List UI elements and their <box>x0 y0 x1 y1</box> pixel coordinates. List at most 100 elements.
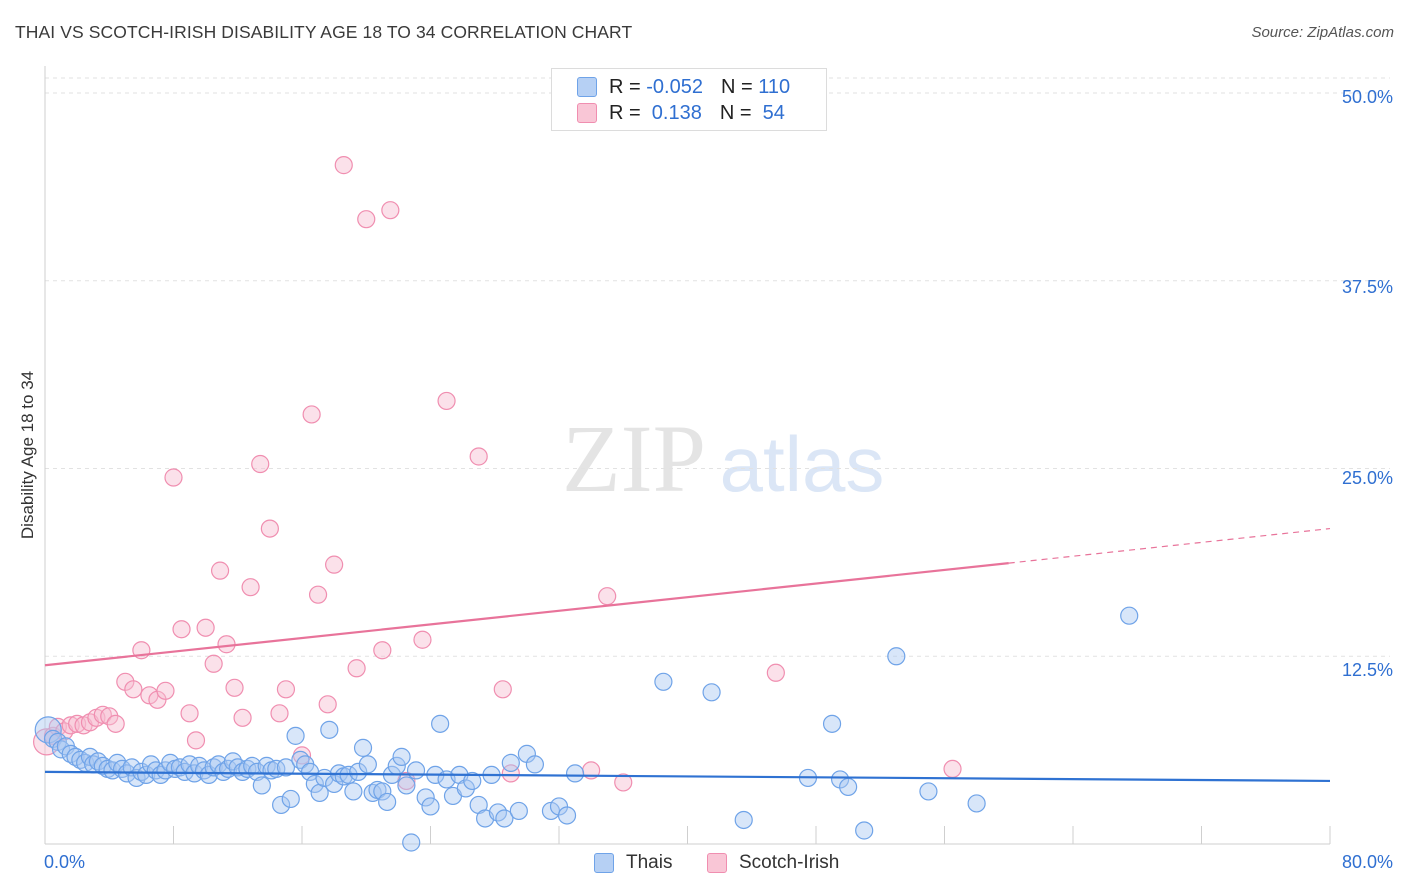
bottom-legend-scotch-irish: Scotch-Irish <box>707 852 839 874</box>
scotch-irish-point <box>100 707 119 726</box>
legend-swatch-pink <box>577 103 597 123</box>
scotch-irish-point <box>260 519 279 538</box>
scotch-irish-point <box>347 659 366 678</box>
thais-point <box>34 716 62 744</box>
y-tick-label: 50.0% <box>1341 87 1393 107</box>
thais-point <box>392 747 411 766</box>
scotch-irish-point <box>276 680 296 699</box>
legend-r-value: -0.052 <box>646 75 703 98</box>
scotch-irish-point <box>373 641 392 660</box>
scotch-irish-point <box>766 663 785 682</box>
y-tick-label: 37.5% <box>1341 277 1393 297</box>
thais-point <box>702 683 721 702</box>
thais-point <box>822 714 842 733</box>
thais-point <box>51 740 71 759</box>
thais-point <box>557 806 577 825</box>
legend-r-value: 0.138 <box>646 101 702 124</box>
scotch-irish-point <box>93 705 112 724</box>
watermark-zip: ZIP <box>562 405 706 512</box>
thais-point <box>855 821 874 840</box>
thais-point <box>137 765 156 785</box>
y-tick-label: 12.5% <box>1341 660 1393 680</box>
scotch-irish-point <box>437 391 456 411</box>
legend-n-value: 54 <box>757 101 785 124</box>
bottom-legend-thais: Thais <box>594 852 672 874</box>
scotch-irish-point <box>493 680 512 699</box>
x-tick-label-max: 80.0% <box>1341 852 1393 872</box>
legend-row-thais: R = -0.052 N = 110 <box>552 74 790 100</box>
thais-point <box>839 777 858 797</box>
y-axis-label: Disability Age 18 to 34 <box>18 370 37 540</box>
correlation-legend: R = -0.052 N = 110 R = 0.138 N = 54 <box>551 68 827 131</box>
scotch-irish-point <box>325 555 344 574</box>
y-tick-label: 25.0% <box>1341 468 1393 488</box>
scotch-irish-point <box>61 716 80 735</box>
scotch-irish-point <box>156 681 175 700</box>
thais-point <box>233 762 252 782</box>
scotch-irish-point <box>186 731 206 750</box>
bottom-legend-swatch-blue <box>594 853 614 873</box>
thais-point <box>373 782 392 801</box>
thais-point <box>161 753 180 772</box>
scotch-irish-point <box>469 447 488 466</box>
thais-point <box>247 762 267 782</box>
bottom-legend-swatch-pink <box>707 853 727 873</box>
thais-point <box>565 764 585 783</box>
thais-point <box>402 833 421 852</box>
thais-point <box>66 747 85 766</box>
thais-point <box>305 774 324 794</box>
thais-point <box>495 809 514 828</box>
thais-point <box>286 726 305 745</box>
scotch-irish-point <box>180 704 199 723</box>
thais-point <box>456 779 475 798</box>
legend-swatch-blue <box>577 77 597 97</box>
scotch-irish-trend-line <box>44 562 1009 667</box>
scotch-irish-point <box>381 201 400 220</box>
watermark: ZIP atlas <box>562 405 884 512</box>
thais-point <box>967 794 986 813</box>
bottom-legend-label: Thais <box>626 852 673 873</box>
thais-point <box>525 755 545 774</box>
scotch-irish-point <box>204 654 223 673</box>
scotch-irish-point <box>217 635 236 654</box>
scotch-irish-trend-extension <box>1008 527 1331 564</box>
scotch-irish-point <box>233 708 252 727</box>
legend-n-value: 110 <box>758 75 791 98</box>
thais-point <box>252 776 271 795</box>
scotch-irish-point <box>598 587 617 606</box>
thais-point <box>358 755 377 774</box>
legend-r-label: R = <box>609 75 647 98</box>
x-tick-label-min: 0.0% <box>44 852 86 872</box>
thais-point <box>325 774 344 794</box>
watermark-atlas: atlas <box>720 420 885 508</box>
scotch-irish-point <box>251 454 270 474</box>
scotch-irish-point <box>196 618 215 637</box>
thais-point <box>654 672 673 691</box>
scotch-irish-point <box>210 561 230 580</box>
thais-point <box>406 761 426 780</box>
thais-points <box>34 606 1139 852</box>
scotch-irish-point <box>302 405 321 424</box>
thais-point <box>416 788 435 807</box>
scotch-irish-point <box>106 714 125 733</box>
scotch-irish-point <box>172 620 191 639</box>
scotch-irish-point <box>357 210 376 229</box>
thais-point <box>61 744 80 763</box>
thais-point <box>431 714 450 733</box>
thais-point <box>204 758 223 777</box>
scotch-irish-point <box>501 764 520 783</box>
thais-point <box>509 801 528 821</box>
thais-point <box>93 756 112 775</box>
scotch-irish-point <box>270 704 289 723</box>
axes <box>44 66 1331 845</box>
grid <box>45 77 1390 657</box>
thais-point <box>320 720 339 739</box>
legend-n-label: N = <box>720 75 759 98</box>
thais-point <box>281 789 300 809</box>
scotch-irish-point <box>318 695 337 714</box>
chart-title: THAI VS SCOTCH-IRISH DISABILITY AGE 18 T… <box>15 22 633 42</box>
legend-n-label: N = <box>719 101 758 124</box>
thais-point <box>276 758 296 777</box>
thais-point <box>272 795 291 815</box>
